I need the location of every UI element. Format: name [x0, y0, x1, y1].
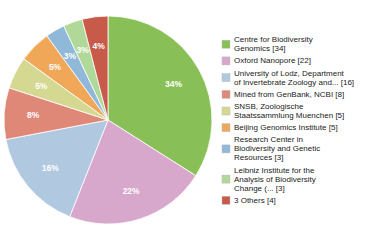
data-label: 5%: [35, 81, 48, 91]
legend-label: Oxford Nanopore [22]: [234, 56, 311, 65]
legend-swatch: [222, 90, 230, 98]
legend-swatch: [222, 74, 230, 82]
chart: 34%22%16%8%5%5%3%3%4%Centre for Biodiver…: [0, 0, 380, 240]
data-label: 5%: [49, 62, 62, 72]
data-label: 16%: [42, 163, 59, 173]
legend-label: Research Center inBiodiversity and Genet…: [234, 135, 320, 162]
data-label: 3%: [64, 51, 77, 61]
legend-label: Mined from GenBank, NCBI [8]: [234, 90, 344, 99]
legend-swatch: [222, 175, 230, 183]
data-label: 8%: [27, 110, 40, 120]
data-labels: 34%22%16%8%5%5%3%3%4%: [27, 41, 182, 197]
data-label: 22%: [123, 186, 140, 196]
legend-swatch: [222, 107, 230, 115]
legend-swatch: [222, 124, 230, 132]
data-label: 4%: [92, 41, 105, 51]
legend-swatch: [222, 145, 230, 153]
legend-label: 3 Others [4]: [234, 196, 276, 205]
legend-swatch: [222, 196, 230, 204]
data-label: 34%: [165, 79, 182, 89]
pie-slice: [82, 16, 108, 120]
data-label: 3%: [76, 45, 89, 55]
legend-swatch: [222, 57, 230, 65]
legend-label: Beijing Genomics Institute [5]: [234, 123, 338, 132]
pie: [4, 16, 212, 224]
legend-label: Centre for BiodiversityGenomics [34]: [234, 35, 313, 53]
background: [0, 0, 380, 240]
legend-label: Leibniz Institute for theAnalysis of Bio…: [234, 166, 316, 193]
legend-label: University of Lodz, Departmentof Inverte…: [234, 69, 354, 87]
legend-swatch: [222, 40, 230, 48]
legend-label: SNSB, ZoologischeStaatssammlung Muenchen…: [234, 102, 344, 120]
legend: Centre for BiodiversityGenomics [34] Oxfo…: [222, 35, 354, 205]
